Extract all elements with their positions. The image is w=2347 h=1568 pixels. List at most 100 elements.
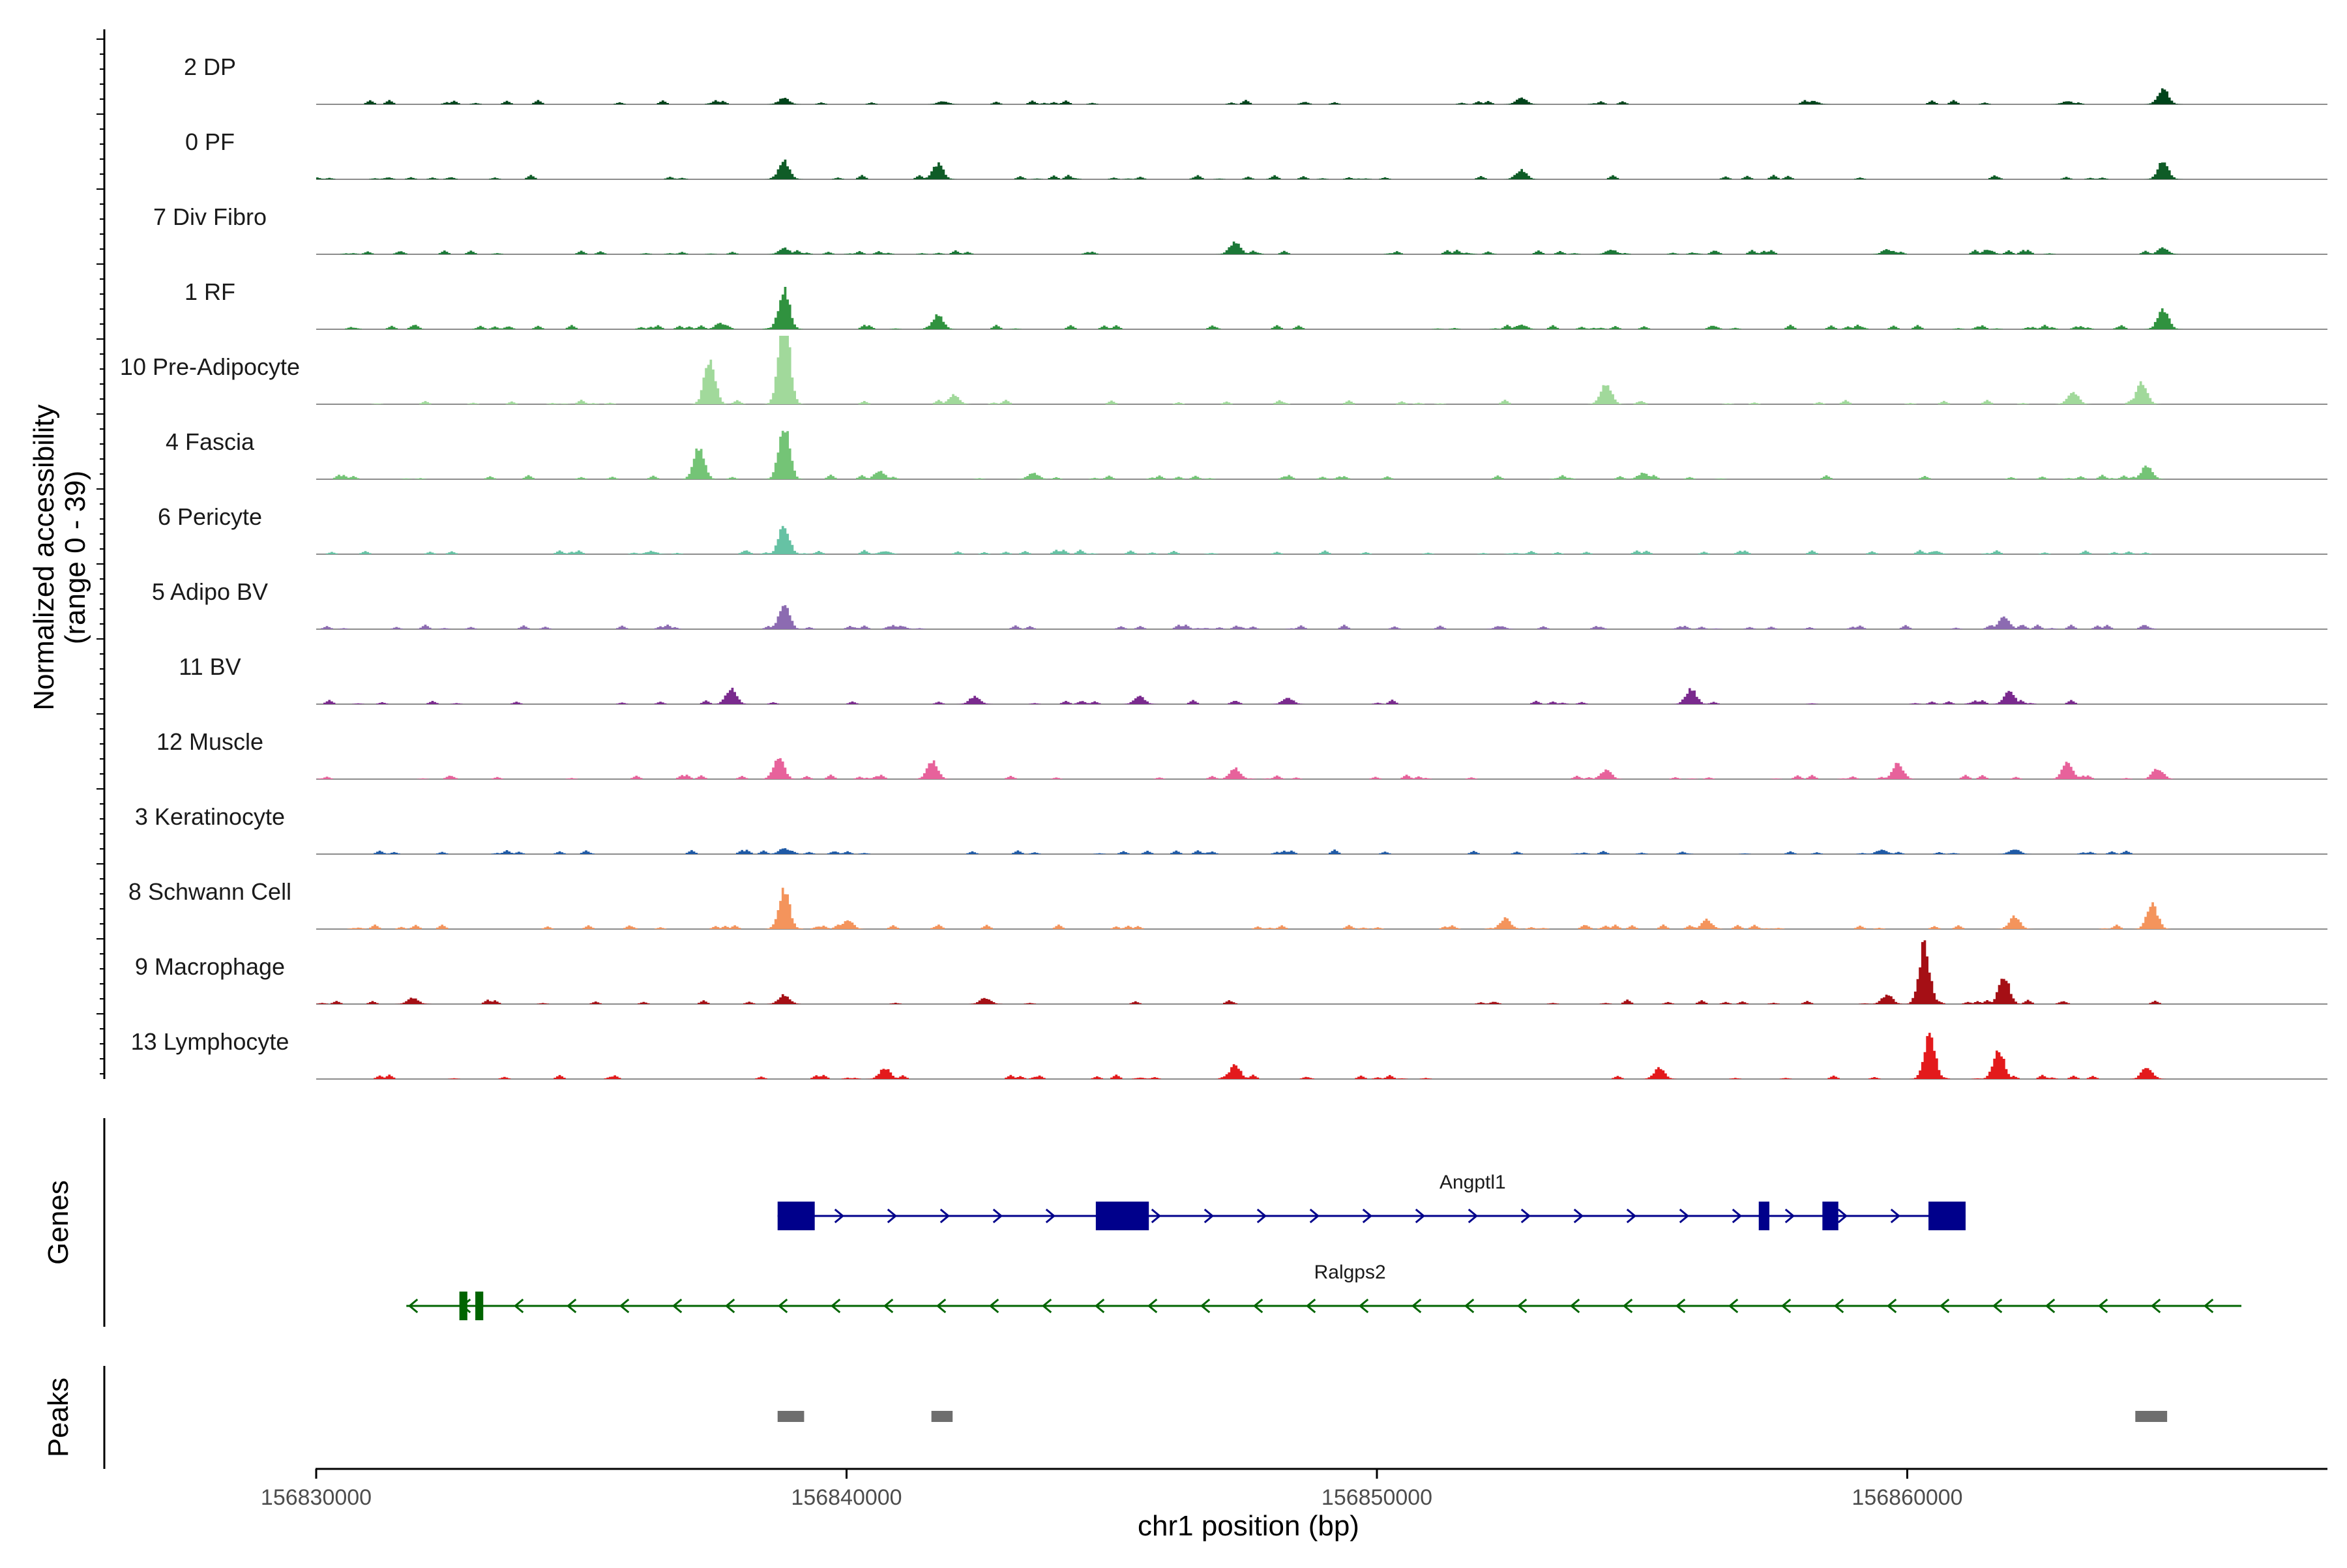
strand-arrow	[1837, 1208, 1848, 1224]
coverage-area	[316, 241, 2236, 254]
track-label: 12 Muscle	[156, 728, 263, 755]
strand-arrow	[1415, 1208, 1426, 1224]
track-11: 3 Keratinocyte	[135, 803, 2327, 855]
strand-arrow	[1679, 1208, 1690, 1224]
coverage-area	[316, 159, 2236, 179]
strand-arrow	[936, 1298, 947, 1314]
coverage-area	[316, 430, 2236, 479]
strand-arrow	[883, 1298, 894, 1314]
strand-arrow	[1045, 1208, 1056, 1224]
peaks-track	[777, 1411, 2168, 1422]
strand-arrow	[1468, 1208, 1479, 1224]
strand-arrow	[1411, 1298, 1422, 1314]
gene-label: Angptl1	[1439, 1172, 1506, 1193]
strand-arrow	[830, 1298, 841, 1314]
coverage-area	[316, 887, 2236, 929]
track-label: 6 Pericyte	[158, 503, 262, 530]
exon	[1095, 1202, 1149, 1230]
peak-region	[931, 1411, 953, 1422]
strand-arrow	[834, 1208, 845, 1224]
strand-arrow	[1728, 1298, 1739, 1314]
strand-arrow	[1516, 1298, 1528, 1314]
gene-ralgps2: Ralgps2	[406, 1262, 2242, 1320]
coverage-area	[316, 1033, 2236, 1079]
x-tick-label: 156860000	[1852, 1485, 1962, 1510]
track-label: 7 Div Fibro	[153, 203, 267, 230]
strand-arrow	[1362, 1208, 1373, 1224]
x-tick-label: 156840000	[791, 1485, 902, 1510]
coverage-area	[316, 287, 2236, 329]
coverage-tracks: 2 DP 0 PF 7 Div Fibro 1 RF 10 Pre-Adipocyte 4…	[120, 53, 2327, 1080]
track-label: 9 Macrophage	[135, 953, 285, 980]
exon	[1928, 1202, 1966, 1230]
coverage-area	[316, 525, 2236, 554]
strand-arrow	[672, 1298, 683, 1314]
strand-arrow	[619, 1298, 630, 1314]
track-label: 11 BV	[179, 653, 241, 680]
track-6: 4 Fascia	[166, 428, 2327, 480]
y-axis-ticks	[96, 38, 104, 1074]
peak-region	[2135, 1411, 2168, 1422]
track-9: 11 BV	[179, 653, 2327, 705]
exon	[459, 1292, 467, 1320]
strand-arrow	[1833, 1298, 1844, 1314]
track-label: 2 DP	[184, 53, 236, 80]
coverage-area	[316, 605, 2236, 629]
coverage-area	[316, 758, 2236, 779]
peak-region	[777, 1411, 804, 1422]
strand-arrow	[1569, 1298, 1580, 1314]
strand-arrow	[1675, 1298, 1686, 1314]
exon	[777, 1202, 815, 1230]
x-axis-title: chr1 position (bp)	[1138, 1510, 1359, 1542]
strand-arrow	[2044, 1298, 2056, 1314]
track-label: 5 Adipo BV	[152, 578, 268, 605]
genes-track: Angptl1 Ralgps2	[406, 1172, 2242, 1320]
strand-arrow	[939, 1208, 951, 1224]
strand-arrow	[1939, 1298, 1950, 1314]
strand-arrow	[724, 1298, 735, 1314]
x-tick-label: 156830000	[261, 1485, 372, 1510]
x-axis: 156830000 156840000 156850000 156860000	[261, 1468, 2327, 1510]
strand-arrow	[988, 1298, 999, 1314]
strand-arrow	[1151, 1208, 1162, 1224]
track-label: 3 Keratinocyte	[135, 803, 285, 830]
track-label: 4 Fascia	[166, 428, 255, 455]
exon	[1758, 1202, 1769, 1230]
coverage-area	[316, 88, 2236, 104]
strand-arrow	[1252, 1298, 1263, 1314]
coverage-area	[316, 687, 2236, 704]
strand-arrow	[1780, 1298, 1792, 1314]
strand-arrow	[1732, 1208, 1743, 1224]
track-12: 8 Schwann Cell	[128, 878, 2327, 930]
strand-arrow	[1573, 1208, 1584, 1224]
track-4: 1 RF	[185, 278, 2327, 330]
strand-arrow	[1147, 1298, 1158, 1314]
strand-arrow	[1992, 1298, 2003, 1314]
gene-label: Ralgps2	[1314, 1262, 1386, 1283]
track-13: 9 Macrophage	[135, 940, 2327, 1005]
strand-arrow	[407, 1298, 419, 1314]
strand-arrow	[1041, 1298, 1052, 1314]
track-label: 0 PF	[185, 128, 235, 155]
coverage-area	[316, 848, 2236, 854]
strand-arrow	[1520, 1208, 1531, 1224]
strand-arrow	[1626, 1208, 1637, 1224]
strand-arrow	[1358, 1298, 1369, 1314]
strand-arrow	[2097, 1298, 2108, 1314]
strand-arrow	[1094, 1298, 1105, 1314]
strand-arrow	[566, 1298, 577, 1314]
strand-arrow	[1203, 1208, 1215, 1224]
strand-arrow	[513, 1298, 524, 1314]
track-1: 2 DP	[184, 53, 2327, 105]
track-7: 6 Pericyte	[158, 503, 2327, 555]
genes-panel-label: Genes	[42, 1180, 74, 1265]
strand-arrow	[1622, 1298, 1633, 1314]
peaks-panel-label: Peaks	[42, 1378, 74, 1457]
x-tick-label: 156850000	[1321, 1485, 1432, 1510]
exon	[475, 1292, 484, 1320]
y-axis-title-line-2: (range 0 - 39)	[59, 471, 91, 645]
track-label: 1 RF	[185, 278, 235, 305]
strand-arrow	[887, 1208, 898, 1224]
